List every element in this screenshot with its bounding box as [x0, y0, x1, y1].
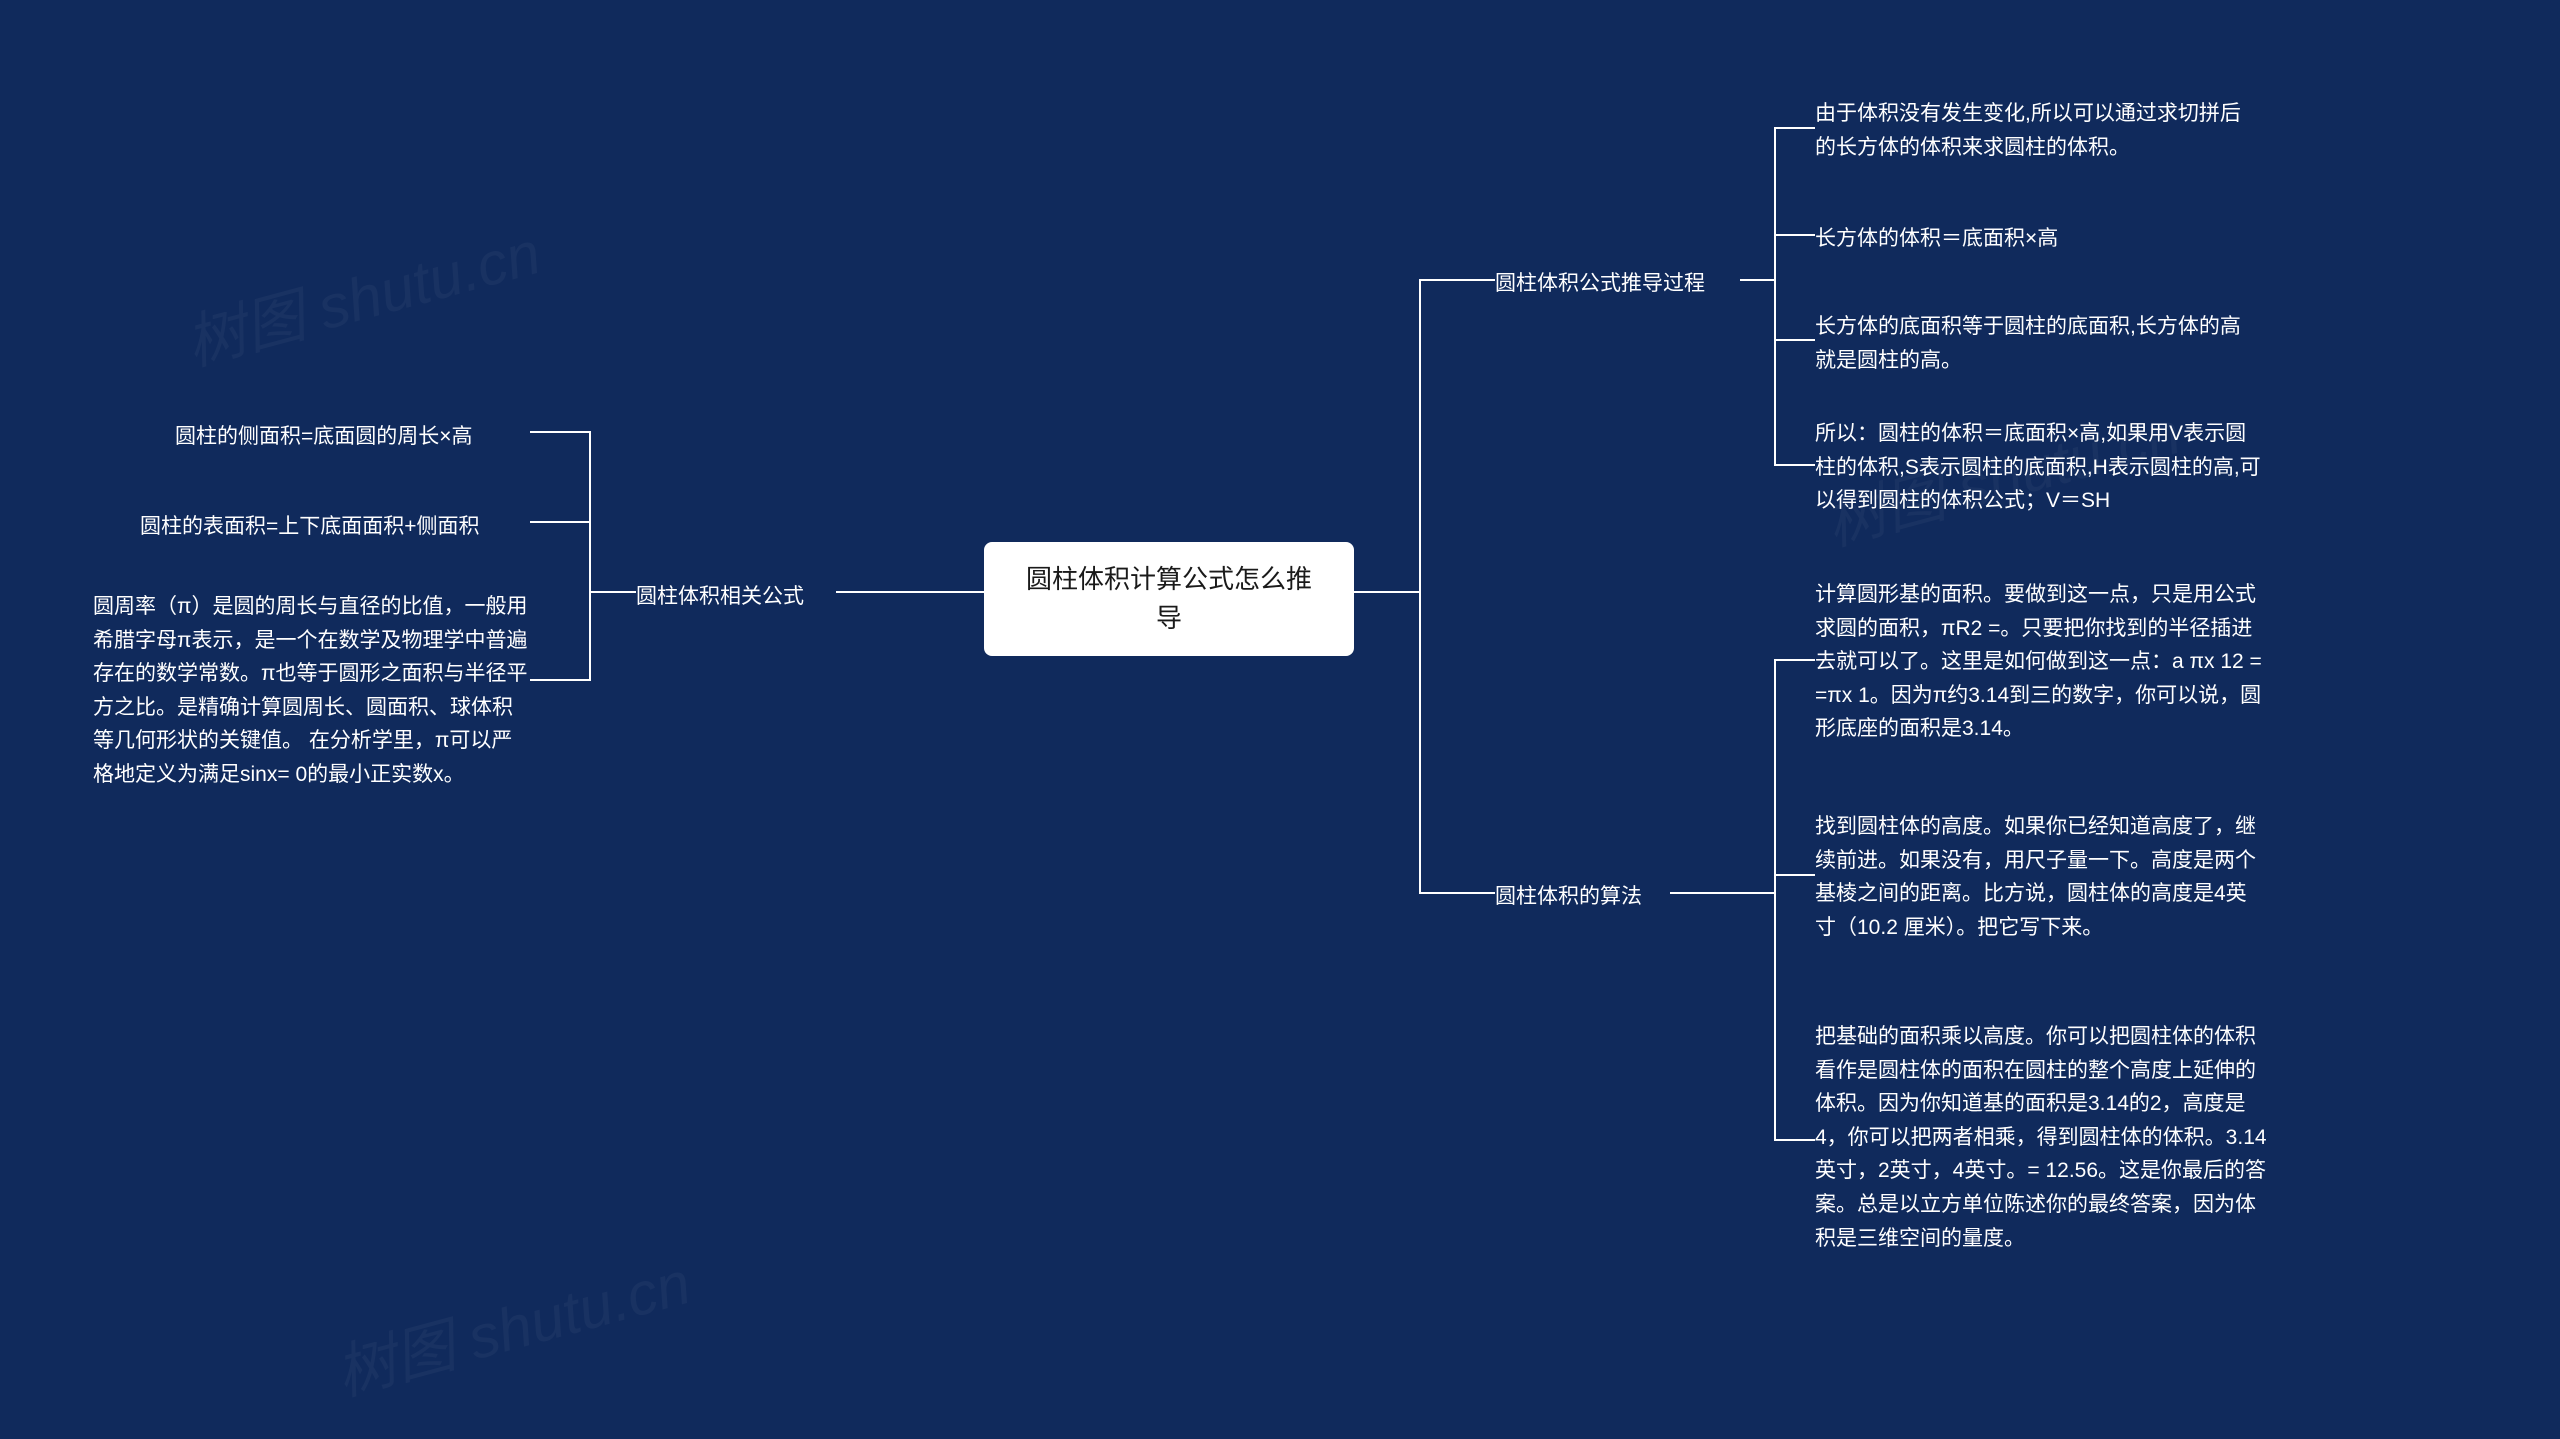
branch-right-0-label: 圆柱体积公式推导过程: [1495, 267, 1745, 301]
branch-right-1-label: 圆柱体积的算法: [1495, 880, 1675, 914]
right-0-child-0: 由于体积没有发生变化,所以可以通过求切拼后的长方体的体积来求圆柱的体积。: [1815, 97, 2255, 164]
left-child-1: 圆柱的表面积=上下底面面积+侧面积: [140, 510, 530, 544]
right-0-child-1: 长方体的体积＝底面积×高: [1815, 222, 2115, 256]
left-child-2: 圆周率（π）是圆的周长与直径的比值，一般用希腊字母π表示，是一个在数学及物理学中…: [93, 590, 533, 792]
left-child-0: 圆柱的侧面积=底面圆的周长×高: [175, 420, 525, 454]
right-1-child-0: 计算圆形基的面积。要做到这一点，只是用公式求圆的面积，πR2 =。只要把你找到的…: [1815, 578, 2265, 746]
mindmap-root: 圆柱体积计算公式怎么推 导: [984, 542, 1354, 656]
watermark: 树图 shutu.cn: [325, 1234, 699, 1412]
branch-left-label: 圆柱体积相关公式: [636, 580, 836, 614]
right-0-child-2: 长方体的底面积等于圆柱的底面积,长方体的高就是圆柱的高。: [1815, 310, 2255, 377]
watermark: 树图 shutu.cn: [175, 204, 549, 382]
right-1-child-2: 把基础的面积乘以高度。你可以把圆柱体的体积看作是圆柱体的面积在圆柱的整个高度上延…: [1815, 1020, 2270, 1255]
right-1-child-1: 找到圆柱体的高度。如果你已经知道高度了，继续前进。如果没有，用尺子量一下。高度是…: [1815, 810, 2265, 944]
right-0-child-3: 所以：圆柱的体积＝底面积×高,如果用V表示圆柱的体积,S表示圆柱的底面积,H表示…: [1815, 417, 2265, 518]
